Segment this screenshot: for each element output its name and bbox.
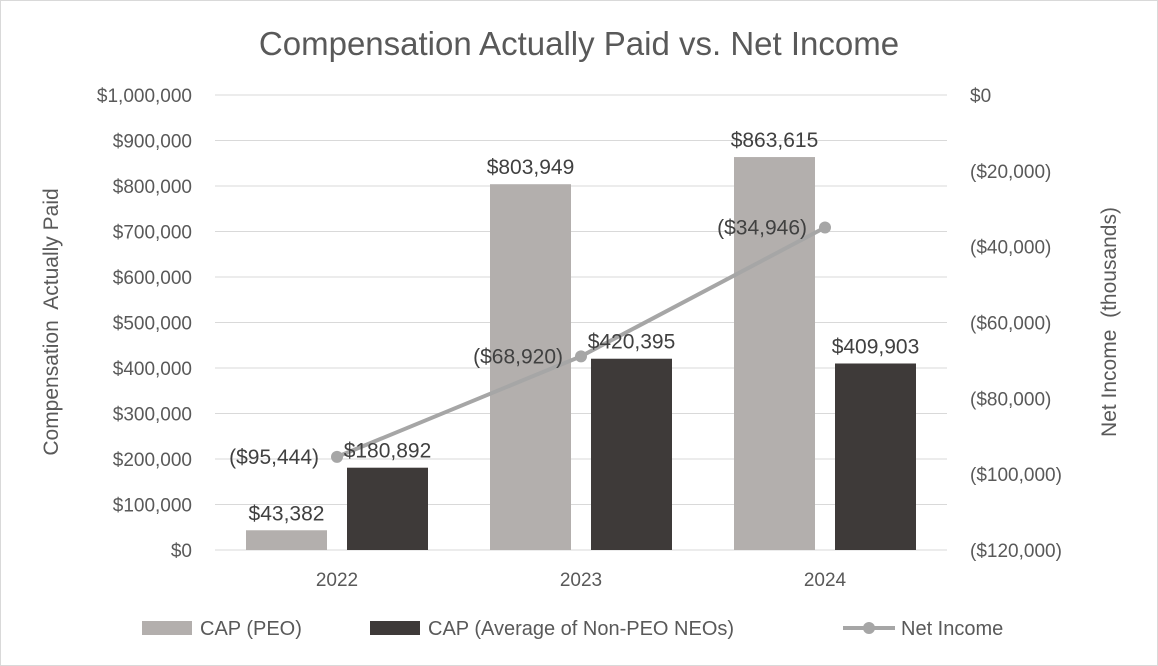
left-tick-label: $300,000 [113, 405, 192, 426]
left-tick-label: $600,000 [113, 268, 192, 289]
category-labels: 2022 2023 2024 [316, 570, 847, 591]
bars [246, 157, 916, 551]
bar [734, 157, 815, 550]
legend-marker [863, 622, 875, 634]
left-tick-label: $900,000 [113, 132, 192, 153]
legend-label: Net Income [901, 618, 1003, 640]
bar [591, 358, 672, 550]
category-label: 2024 [804, 570, 847, 591]
net-income-value-label: ($68,920) [473, 345, 563, 368]
right-tick-label: ($100,000) [970, 465, 1062, 486]
y-axis-label: Compensation Actually Paid [40, 188, 63, 455]
bar-value-label: $863,615 [731, 129, 819, 152]
left-tick-label: $0 [171, 541, 192, 562]
bar-value-label: $420,395 [588, 331, 676, 354]
right-tick-label: $0 [970, 86, 991, 107]
net-income-point [819, 221, 831, 234]
data-labels: $43,382 $180,892 $803,949 $420,395 $863,615 $… [229, 129, 919, 525]
left-tick-label: $800,000 [113, 177, 192, 198]
chart-title: Compensation Actually Paid vs. Net Incom… [259, 25, 899, 62]
left-tick-label: $200,000 [113, 450, 192, 471]
bar [347, 467, 428, 550]
net-income-point [575, 350, 587, 363]
net-income-line [331, 221, 831, 463]
net-income-value-label: ($95,444) [229, 446, 319, 469]
grid [215, 94, 947, 551]
legend-swatch [370, 621, 420, 635]
net-income-point [331, 450, 343, 463]
net-income-value-label: ($34,946) [717, 217, 807, 240]
legend-label: CAP (Average of Non-PEO NEOs) [428, 618, 734, 640]
bar-value-label: $803,949 [487, 156, 575, 179]
left-tick-label: $1,000,000 [97, 86, 192, 107]
right-axis-ticks: ($120,000) ($100,000) ($80,000) ($60,000) ($… [970, 86, 1062, 562]
left-tick-label: $700,000 [113, 223, 192, 244]
legend: CAP (PEO) CAP (Average of Non-PEO NEOs) Ne… [142, 618, 1003, 640]
bar [835, 363, 916, 550]
right-tick-label: ($60,000) [970, 314, 1051, 335]
bar-value-label: $180,892 [344, 440, 432, 463]
right-tick-label: ($80,000) [970, 389, 1051, 410]
bar [246, 530, 327, 550]
left-tick-label: $400,000 [113, 359, 192, 380]
category-label: 2022 [316, 570, 358, 591]
bar-value-label: $43,382 [249, 502, 325, 525]
right-tick-label: ($40,000) [970, 238, 1051, 259]
left-tick-label: $100,000 [113, 496, 192, 517]
y2-axis-label: Net Income (thousands) [1098, 207, 1121, 437]
legend-label: CAP (PEO) [200, 618, 302, 640]
right-tick-label: ($120,000) [970, 541, 1062, 562]
category-label: 2023 [560, 570, 602, 591]
left-axis-ticks: $0 $100,000 $200,000 $300,000 $400,000 $500,0… [97, 86, 192, 562]
legend-swatch [142, 621, 192, 635]
bar-value-label: $409,903 [832, 335, 920, 358]
left-tick-label: $500,000 [113, 314, 192, 335]
right-tick-label: ($20,000) [970, 162, 1051, 183]
